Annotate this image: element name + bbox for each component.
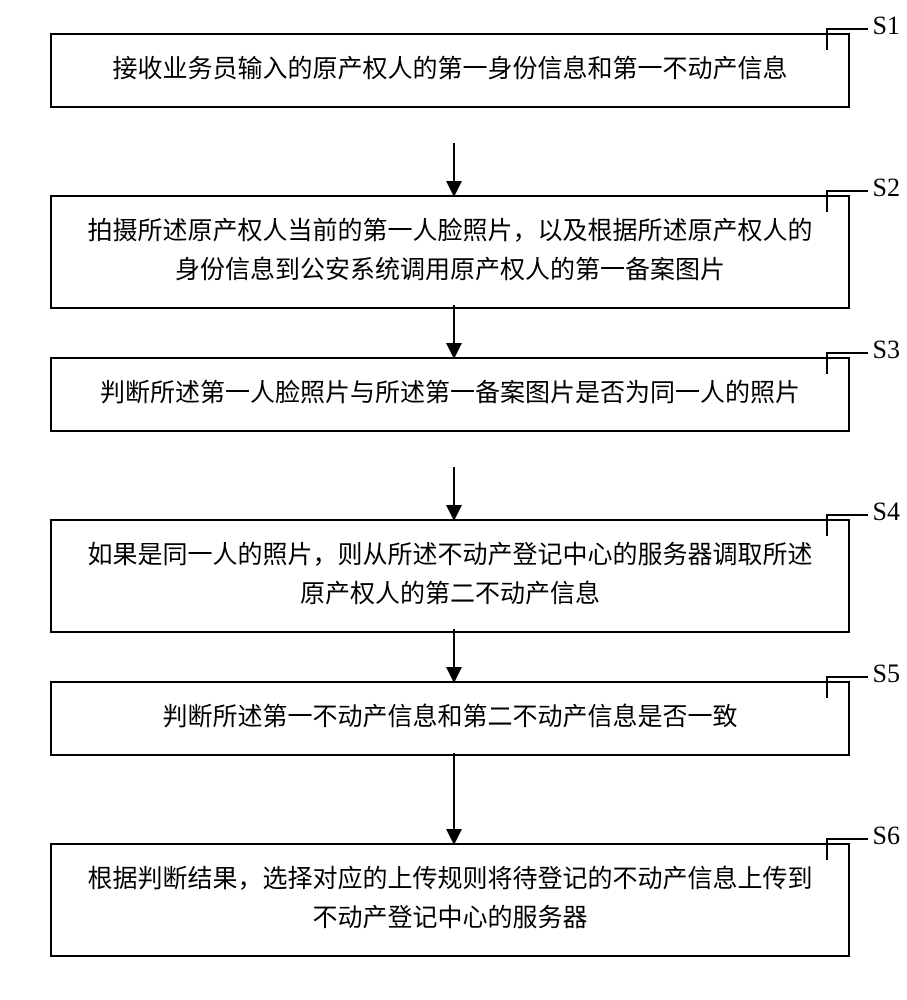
step-box-s2: 拍摄所述原产权人当前的第一人脸照片，以及根据所述原产权人的身份信息到公安系统调用… bbox=[50, 195, 850, 309]
step-box-s5: 判断所述第一不动产信息和第二不动产信息是否一致 bbox=[50, 681, 850, 756]
step-label-s4: S4 bbox=[873, 497, 900, 527]
label-connector bbox=[826, 352, 868, 374]
label-connector bbox=[826, 28, 868, 50]
label-connector bbox=[826, 190, 868, 212]
label-connector bbox=[826, 514, 868, 536]
step-box-s6: 根据判断结果，选择对应的上传规则将待登记的不动产信息上传到不动产登记中心的服务器 bbox=[50, 843, 850, 957]
step-box-s3: 判断所述第一人脸照片与所述第一备案图片是否为同一人的照片 bbox=[50, 357, 850, 432]
label-connector bbox=[826, 838, 868, 860]
step-label-s6: S6 bbox=[873, 821, 900, 851]
step-label-s2: S2 bbox=[873, 173, 900, 203]
step-s3: S3 判断所述第一人脸照片与所述第一备案图片是否为同一人的照片 bbox=[50, 357, 850, 432]
label-connector bbox=[826, 676, 868, 698]
flowchart-container: S1 接收业务员输入的原产权人的第一身份信息和第一不动产信息 S2 拍摄所述原产… bbox=[0, 0, 907, 1000]
step-box-s4: 如果是同一人的照片，则从所述不动产登记中心的服务器调取所述原产权人的第二不动产信… bbox=[50, 519, 850, 633]
step-s4: S4 如果是同一人的照片，则从所述不动产登记中心的服务器调取所述原产权人的第二不… bbox=[50, 519, 850, 633]
step-s5: S5 判断所述第一不动产信息和第二不动产信息是否一致 bbox=[50, 681, 850, 756]
step-s6: S6 根据判断结果，选择对应的上传规则将待登记的不动产信息上传到不动产登记中心的… bbox=[50, 843, 850, 957]
step-label-s5: S5 bbox=[873, 659, 900, 689]
step-box-s1: 接收业务员输入的原产权人的第一身份信息和第一不动产信息 bbox=[50, 33, 850, 108]
step-label-s3: S3 bbox=[873, 335, 900, 365]
arrow-s2-s3 bbox=[453, 305, 455, 357]
arrow-s4-s5 bbox=[453, 629, 455, 681]
arrow-s5-s6 bbox=[453, 753, 455, 843]
step-s1: S1 接收业务员输入的原产权人的第一身份信息和第一不动产信息 bbox=[50, 33, 850, 108]
arrow-s1-s2 bbox=[453, 143, 455, 195]
arrow-s3-s4 bbox=[453, 467, 455, 519]
step-label-s1: S1 bbox=[873, 11, 900, 41]
step-s2: S2 拍摄所述原产权人当前的第一人脸照片，以及根据所述原产权人的身份信息到公安系… bbox=[50, 195, 850, 309]
